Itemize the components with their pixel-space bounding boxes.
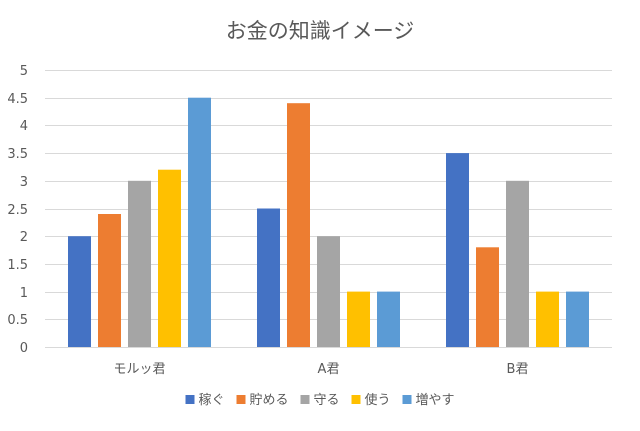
bar-1-series-5: モルッ君 / 増やす: 4.5 xyxy=(188,97,211,347)
y-tick-label: 0.5 xyxy=(7,313,28,328)
y-tick-label: 3.5 xyxy=(7,147,28,162)
legend-swatch xyxy=(402,395,412,404)
bar-2-series-4: A君 / 使う: 1 xyxy=(347,291,370,347)
bar-1-series-4: モルッ君 / 使う: 3.2 xyxy=(158,169,181,347)
bar-2-series-2: A君 / 貯める: 4.4 xyxy=(287,103,310,347)
y-tick-label: 5 xyxy=(20,64,28,79)
legend-item: 使う xyxy=(351,392,391,408)
legend-label: 稼ぐ xyxy=(199,393,225,408)
y-tick-label: 4.5 xyxy=(7,92,28,107)
bar-1-series-1: モルッ君 / 稼ぐ: 2 xyxy=(68,236,91,347)
y-tick-label: 1 xyxy=(20,286,28,301)
legend-swatch xyxy=(300,395,310,404)
x-axis-ticks: モルッ君 A君 B君 xyxy=(113,362,528,377)
legend-label: 貯める xyxy=(250,393,289,408)
x-category-label: A君 xyxy=(318,362,340,377)
legend-swatch xyxy=(185,395,195,404)
y-tick-label: 1.5 xyxy=(7,258,28,273)
legend-swatch xyxy=(351,395,361,404)
bar-3-series-5: B君 / 増やす: 1 xyxy=(566,291,589,347)
x-category-label: モルッ君 xyxy=(113,362,165,377)
legend: 稼ぐ 貯める 守る 使う 増やす xyxy=(185,392,455,408)
bar-1-series-3: モルッ君 / 守る: 3 xyxy=(128,180,151,347)
legend-label: 増やす xyxy=(416,393,455,408)
bar-2-series-1: A君 / 稼ぐ: 2.5 xyxy=(257,208,280,347)
y-tick-label: 4 xyxy=(20,119,28,134)
legend-item: 稼ぐ xyxy=(185,393,225,408)
legend-item: 守る xyxy=(300,393,340,408)
x-category-label: B君 xyxy=(507,362,529,377)
legend-item: 貯める xyxy=(236,393,289,408)
bar-3-series-4: B君 / 使う: 1 xyxy=(536,291,559,347)
bar-2-series-5: A君 / 増やす: 1 xyxy=(377,291,400,347)
legend-swatch xyxy=(236,395,246,404)
bar-3-series-2: B君 / 貯める: 1.8 xyxy=(476,247,499,347)
bar-3-series-1: B君 / 稼ぐ: 3.5 xyxy=(446,153,469,347)
y-tick-label: 3 xyxy=(20,175,28,190)
bar-1-series-2: モルッ君 / 貯める: 2.4 xyxy=(98,214,121,347)
y-tick-label: 2.5 xyxy=(7,203,28,218)
bar-2-series-3: A君 / 守る: 2 xyxy=(317,236,340,347)
legend-item: 増やす xyxy=(402,393,455,408)
y-tick-label: 0 xyxy=(20,341,28,356)
legend-label: 使う xyxy=(365,392,391,408)
bars: モルッ君 / 稼ぐ: 2 モルッ君 / 貯める: 2.4 モルッ君 / 守る: 3 モ… xyxy=(68,97,589,347)
bar-3-series-3: B君 / 守る: 3 xyxy=(506,180,529,347)
y-axis-ticks: 0 0.5 1 1.5 2 2.5 3 3.5 4 4.5 5 xyxy=(7,64,28,356)
y-tick-label: 2 xyxy=(20,230,28,245)
chart-title: お金の知識イメージ xyxy=(226,19,415,43)
legend-label: 守る xyxy=(314,393,340,408)
